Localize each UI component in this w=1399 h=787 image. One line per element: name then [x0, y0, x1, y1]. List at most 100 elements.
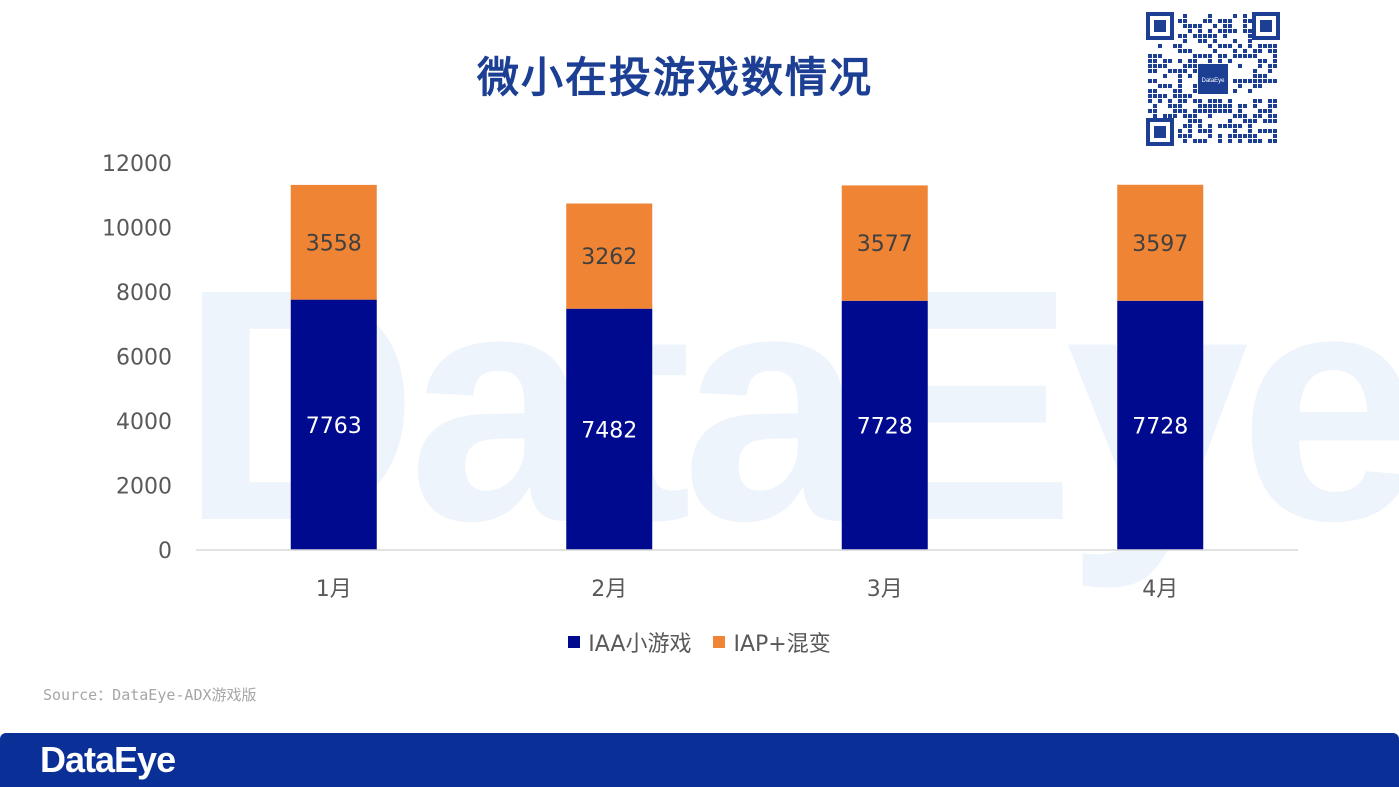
- qr-module: [1218, 44, 1222, 48]
- qr-module: [1183, 34, 1187, 38]
- qr-module: [1173, 104, 1177, 108]
- qr-module: [1168, 114, 1172, 118]
- qr-module: [1163, 114, 1167, 118]
- y-tick-label: 2000: [116, 475, 172, 500]
- qr-module: [1233, 49, 1237, 53]
- qr-module: [1208, 14, 1212, 18]
- qr-module: [1193, 54, 1197, 58]
- x-axis: 1月 2月 3月 4月: [196, 549, 1298, 602]
- qr-module: [1218, 59, 1222, 63]
- qr-module: [1153, 89, 1157, 93]
- bar-segment-iap: [1117, 184, 1204, 301]
- x-tick-label: 2月: [591, 577, 627, 602]
- data-label-iaa: 7728: [857, 414, 913, 439]
- qr-module: [1253, 99, 1257, 103]
- qr-module: [1233, 124, 1237, 128]
- qr-module: [1238, 124, 1242, 128]
- qr-module: [1183, 99, 1187, 103]
- y-tick-label: 8000: [116, 281, 172, 306]
- qr-module: [1183, 134, 1187, 138]
- qr-module: [1198, 119, 1202, 123]
- qr-module: [1188, 119, 1192, 123]
- qr-module: [1223, 109, 1227, 113]
- qr-module: [1178, 94, 1182, 98]
- qr-module: [1213, 34, 1217, 38]
- qr-module: [1218, 99, 1222, 103]
- qr-module: [1163, 84, 1167, 88]
- qr-module: [1243, 119, 1247, 123]
- qr-module: [1238, 139, 1242, 143]
- qr-module: [1178, 34, 1182, 38]
- qr-module: [1183, 139, 1187, 143]
- qr-module: [1193, 84, 1197, 88]
- qr-module: [1163, 94, 1167, 98]
- y-tick-label: 12000: [102, 152, 172, 177]
- qr-module: [1183, 39, 1187, 43]
- qr-module: [1198, 99, 1202, 103]
- qr-module: [1208, 59, 1212, 63]
- qr-module: [1233, 114, 1237, 118]
- qr-module: [1273, 134, 1277, 138]
- qr-module: [1198, 24, 1202, 28]
- qr-module: [1273, 139, 1277, 143]
- qr-module: [1213, 109, 1217, 113]
- qr-module: [1158, 44, 1162, 48]
- qr-module: [1203, 19, 1207, 23]
- qr-module: [1258, 49, 1262, 53]
- qr-module: [1208, 44, 1212, 48]
- qr-module: [1208, 109, 1212, 113]
- qr-module: [1208, 129, 1212, 133]
- qr-module: [1273, 54, 1277, 58]
- qr-module: [1238, 44, 1242, 48]
- qr-module: [1198, 54, 1202, 58]
- qr-code-graphic: DataEye: [1146, 12, 1280, 146]
- qr-module: [1273, 64, 1277, 68]
- qr-module: [1203, 129, 1207, 133]
- qr-module: [1273, 49, 1277, 53]
- qr-module: [1158, 84, 1162, 88]
- qr-module: [1238, 54, 1242, 58]
- bars-group: 7763 3558 7482 3262 7728 3577 7728 3597: [290, 184, 1204, 550]
- qr-module: [1233, 29, 1237, 33]
- qr-module: [1258, 64, 1262, 68]
- qr-module: [1178, 129, 1182, 133]
- qr-module: [1208, 104, 1212, 108]
- qr-module: [1173, 94, 1177, 98]
- qr-module: [1203, 39, 1207, 43]
- qr-module: [1268, 129, 1272, 133]
- qr-module: [1178, 99, 1182, 103]
- qr-module: [1233, 129, 1237, 133]
- qr-module: [1218, 19, 1222, 23]
- qr-module: [1228, 104, 1232, 108]
- qr-module: [1173, 89, 1177, 93]
- qr-module: [1233, 134, 1237, 138]
- qr-module: [1263, 119, 1267, 123]
- y-tick-label: 0: [158, 539, 172, 564]
- qr-module: [1258, 74, 1262, 78]
- qr-module: [1253, 134, 1257, 138]
- qr-module: [1158, 54, 1162, 58]
- qr-module: [1198, 29, 1202, 33]
- qr-module: [1158, 99, 1162, 103]
- qr-module: [1198, 34, 1202, 38]
- qr-module: [1238, 64, 1242, 68]
- qr-module: [1198, 104, 1202, 108]
- bar-segment-iaa: [566, 308, 653, 550]
- qr-module: [1258, 114, 1262, 118]
- qr-module: [1243, 104, 1247, 108]
- qr-module: [1148, 59, 1152, 63]
- qr-module: [1193, 34, 1197, 38]
- qr-module: [1168, 69, 1172, 73]
- qr-module: [1178, 19, 1182, 23]
- data-label-iaa: 7728: [1132, 414, 1188, 439]
- qr-module: [1248, 134, 1252, 138]
- qr-module: [1148, 94, 1152, 98]
- qr-module: [1208, 134, 1212, 138]
- qr-module: [1268, 99, 1272, 103]
- qr-logo-text: DataEye: [1201, 78, 1225, 84]
- qr-module: [1253, 114, 1257, 118]
- qr-module: [1243, 114, 1247, 118]
- qr-module: [1218, 109, 1222, 113]
- qr-module: [1193, 24, 1197, 28]
- qr-module: [1253, 79, 1257, 83]
